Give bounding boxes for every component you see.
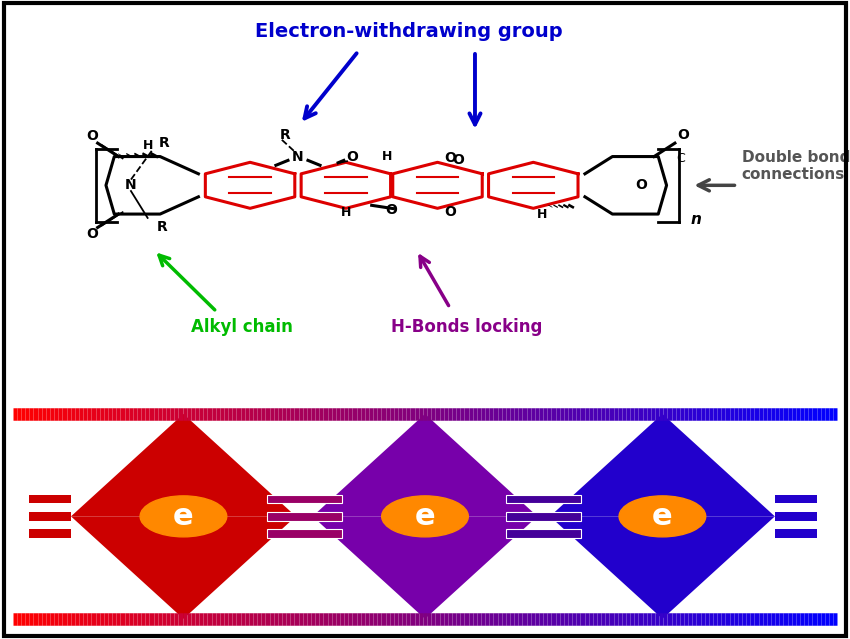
Text: O: O bbox=[86, 129, 98, 143]
Text: H: H bbox=[341, 206, 351, 219]
Polygon shape bbox=[267, 529, 342, 538]
Text: R: R bbox=[159, 136, 170, 150]
Polygon shape bbox=[29, 529, 71, 538]
Text: H: H bbox=[536, 208, 547, 220]
Text: O: O bbox=[386, 203, 398, 217]
Text: C: C bbox=[677, 152, 685, 165]
Polygon shape bbox=[313, 516, 537, 619]
Polygon shape bbox=[507, 512, 581, 521]
Polygon shape bbox=[267, 512, 342, 521]
Polygon shape bbox=[507, 495, 581, 504]
Text: O: O bbox=[444, 206, 456, 219]
Circle shape bbox=[140, 496, 227, 537]
Polygon shape bbox=[71, 516, 296, 619]
Text: Alkyl chain: Alkyl chain bbox=[190, 318, 292, 336]
Text: Double bond
connections: Double bond connections bbox=[741, 150, 850, 182]
Text: e: e bbox=[173, 502, 194, 531]
Text: H: H bbox=[382, 150, 393, 163]
Text: e: e bbox=[652, 502, 672, 531]
Text: R: R bbox=[156, 220, 167, 235]
Text: O: O bbox=[452, 153, 464, 167]
Polygon shape bbox=[775, 495, 817, 504]
Text: O: O bbox=[677, 128, 689, 142]
Circle shape bbox=[382, 496, 468, 537]
Polygon shape bbox=[550, 414, 775, 516]
Text: H: H bbox=[143, 139, 153, 151]
Text: O: O bbox=[444, 151, 456, 166]
Circle shape bbox=[619, 496, 706, 537]
Text: Electron-withdrawing group: Electron-withdrawing group bbox=[254, 22, 562, 42]
Text: N: N bbox=[125, 178, 137, 192]
Polygon shape bbox=[775, 529, 817, 538]
Polygon shape bbox=[71, 414, 296, 516]
Text: n: n bbox=[690, 212, 701, 227]
Polygon shape bbox=[507, 529, 581, 538]
Polygon shape bbox=[267, 495, 342, 504]
Text: O: O bbox=[86, 227, 98, 242]
Text: H-Bonds locking: H-Bonds locking bbox=[391, 318, 542, 336]
Text: e: e bbox=[415, 502, 435, 531]
Polygon shape bbox=[550, 516, 775, 619]
Text: O: O bbox=[346, 150, 358, 164]
Polygon shape bbox=[313, 414, 537, 516]
Text: R: R bbox=[280, 128, 291, 142]
Polygon shape bbox=[29, 512, 71, 521]
Polygon shape bbox=[29, 495, 71, 504]
Polygon shape bbox=[775, 512, 817, 521]
Text: O: O bbox=[636, 178, 648, 192]
Text: N: N bbox=[292, 150, 303, 164]
